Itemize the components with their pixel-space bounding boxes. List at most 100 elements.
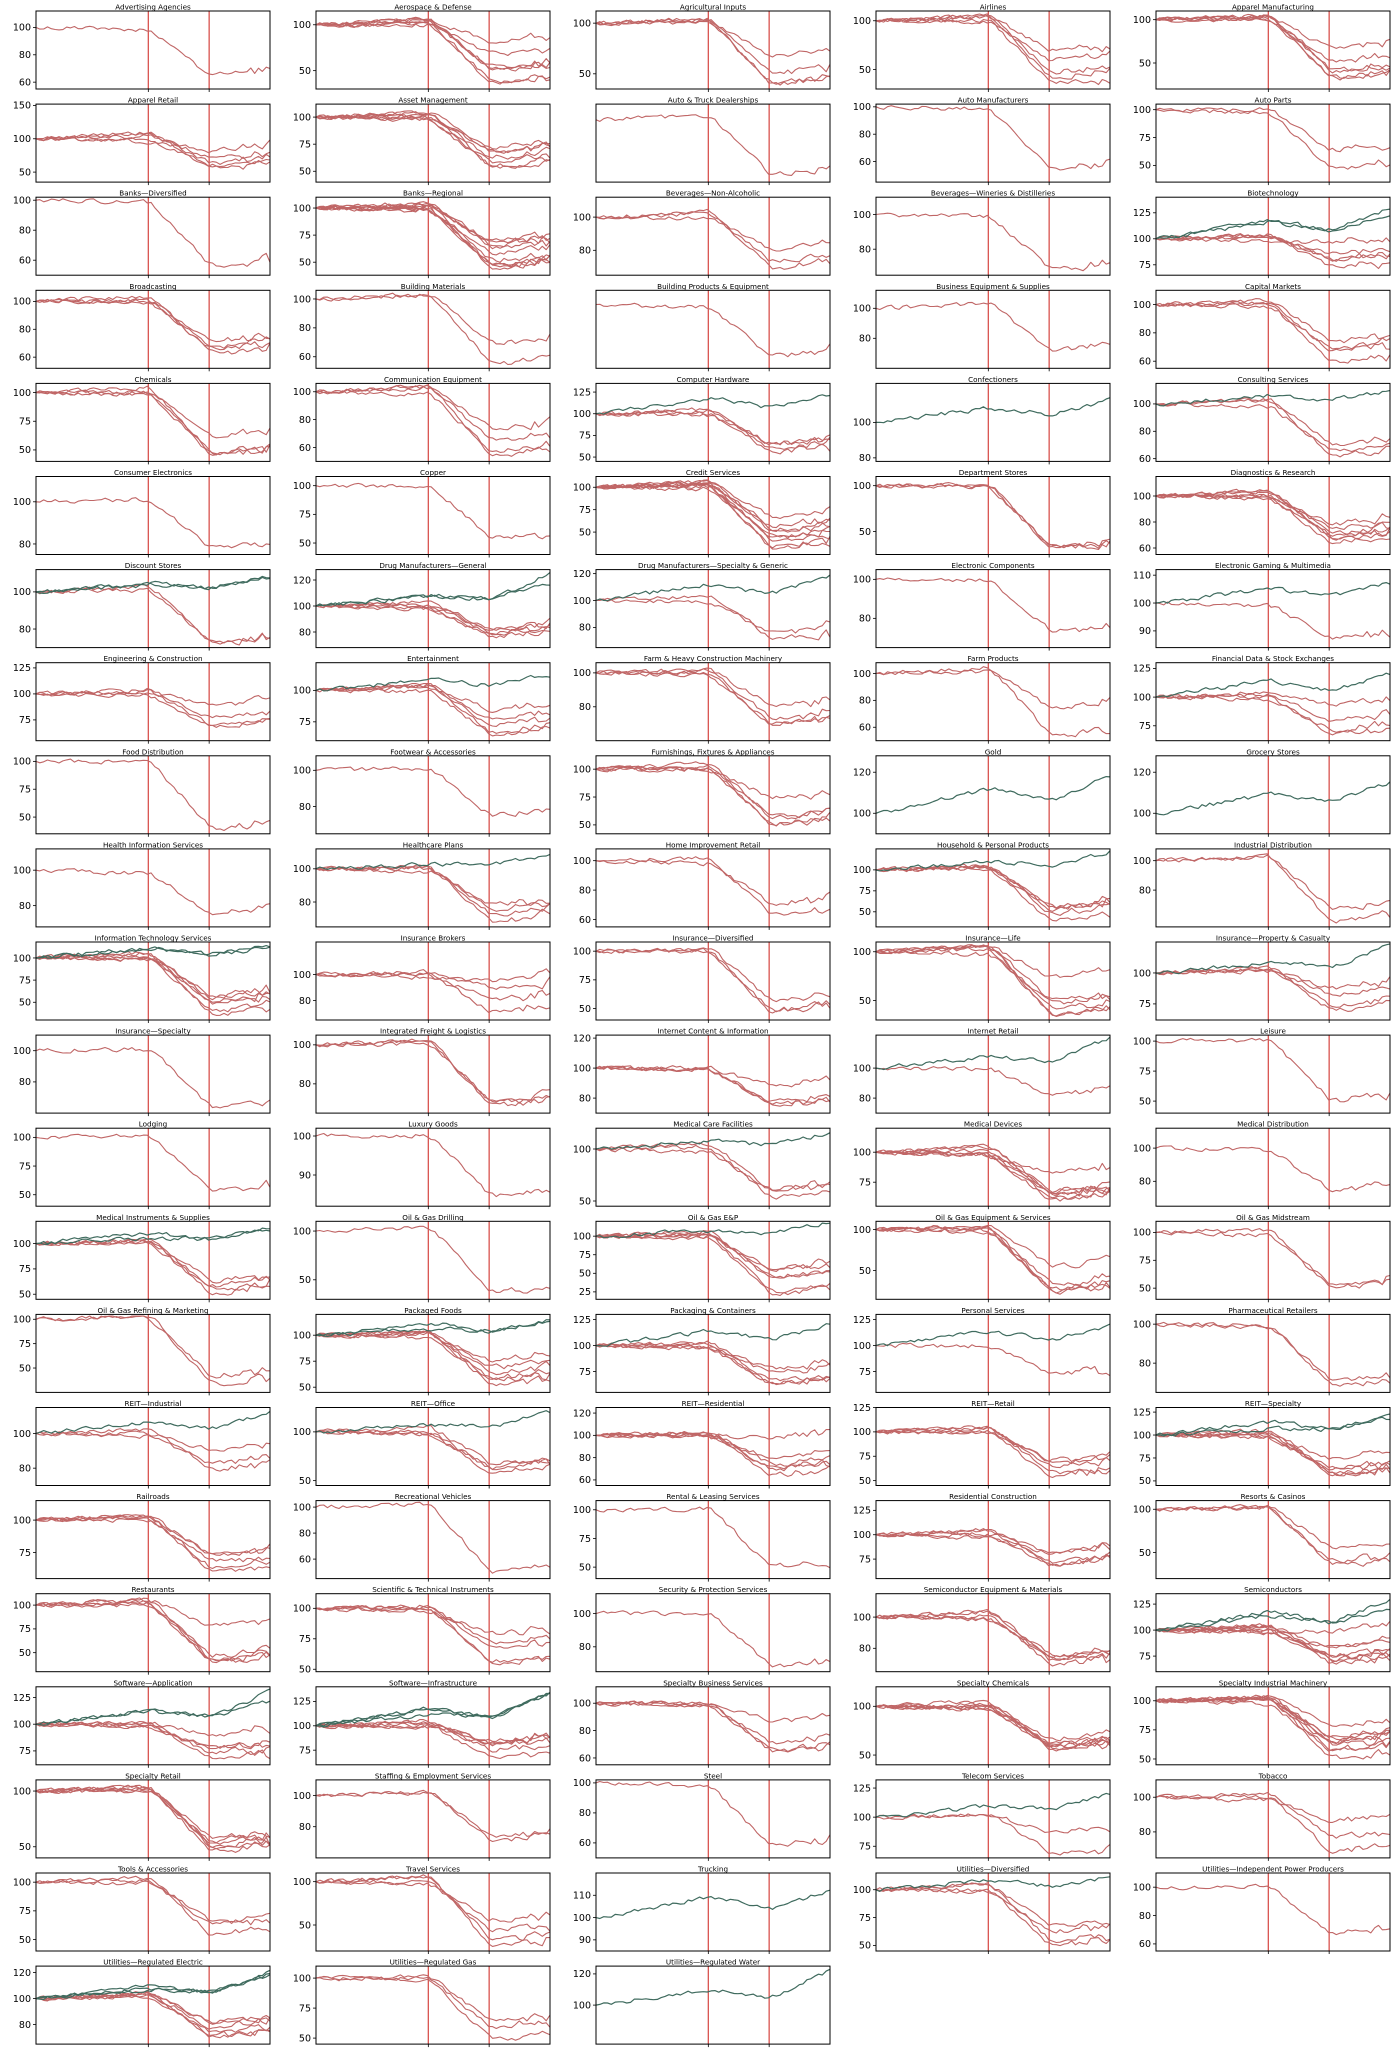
y-tick-label: 80 [1139,427,1151,438]
series-line-declining [315,206,551,268]
panel-title: Consumer Electronics [114,468,192,477]
panel-specialty-business-services: Specialty Business Services 60 80 100 [573,1678,831,1768]
y-tick-label: 100 [573,1144,591,1155]
y-tick-label: 120 [573,1969,591,1980]
series-line-declining [875,1531,1111,1554]
series-line-declining [595,19,831,86]
series-line-declining [875,1430,1111,1479]
panel-title: Banks—Regional [403,189,463,198]
panel-business-equipment-supplies: Business Equipment & Supplies 80 100 [853,282,1111,372]
y-tick-label: 120 [1133,768,1151,779]
series-line-declining [35,1315,271,1387]
series-line-declining [875,1614,1111,1667]
panel-title: Software—Application [113,1678,192,1687]
y-tick-label: 80 [579,623,591,634]
panel-frame [595,10,831,90]
y-tick-label: 100 [573,1231,591,1242]
y-tick-label: 80 [859,334,871,345]
series-line-declining [1155,1694,1391,1741]
series-line-rising [35,1972,271,2000]
panel-title: Apparel Retail [128,96,178,105]
series-line-declining [35,385,271,456]
series-line-rising [1155,215,1391,240]
series-line-declining [35,389,271,456]
y-tick-label: 100 [853,1427,871,1438]
panel-title: Farm & Heavy Construction Machinery [644,654,783,663]
panel-title: Aerospace & Defense [394,3,472,12]
panel-title: Software—Infrastructure [389,1678,478,1687]
panel-frame [315,1779,551,1859]
panel-lodging: Lodging 50 75 100 [13,1120,271,1210]
series-line-declining [595,482,831,533]
series-line-declining [315,683,551,727]
panel-frame [315,1872,551,1952]
series-line-declining [315,1332,551,1376]
series-line-declining [315,684,551,720]
series-line-declining [35,1315,270,1379]
panel-biotechnology: Biotechnology 75 100 125 [1133,189,1391,279]
panel-frame [875,10,1111,90]
panel-frame [35,1034,271,1114]
y-tick-label: 100 [573,1609,591,1620]
y-tick-label: 50 [859,65,871,76]
panel-electronic-gaming-multimedia: Electronic Gaming & Multimedia 90 100 110 [1133,561,1391,651]
panel-frame [875,1872,1111,1952]
series-line-declining [315,1974,551,2030]
series-line-declining [595,208,831,270]
panel-credit-services: Credit Services 50 75 100 [573,468,831,558]
y-tick-label: 100 [573,1913,591,1924]
series-line-declining [595,1232,831,1272]
y-tick-label: 75 [859,1554,871,1565]
y-tick-label: 60 [19,256,31,267]
y-tick-label: 75 [859,1842,871,1853]
series-line-declining [315,1721,551,1745]
panel-title: Building Products & Equipment [657,282,769,291]
y-tick-label: 60 [859,723,871,734]
series-line-declining [1155,1432,1391,1460]
series-line-declining [315,1976,551,2041]
series-line-declining [35,1601,271,1658]
panel-frame [875,755,1111,835]
y-tick-label: 100 [13,1515,31,1526]
y-tick-label: 75 [299,1634,311,1645]
panel-frame [595,662,831,742]
y-tick-label: 100 [573,1778,591,1789]
y-tick-label: 75 [19,715,31,726]
series-line-declining [35,687,271,719]
series-line-declining [35,1877,271,1925]
y-tick-label: 60 [1139,454,1151,465]
y-tick-label: 100 [13,388,31,399]
series-line-declining [875,1615,1111,1661]
panel-title: Industrial Distribution [1234,840,1312,849]
y-tick-label: 125 [853,1403,871,1414]
series-line-declining [35,1787,271,1850]
panel-frame [595,196,831,276]
series-line-declining [875,1699,1111,1748]
series-line-declining [875,1701,1111,1751]
y-tick-label: 50 [299,1275,311,1286]
y-tick-label: 90 [579,1935,591,1946]
series-line-declining [35,1720,271,1756]
series-line-rising [1155,1416,1391,1437]
series-line-declining [1155,298,1391,344]
y-tick-label: 100 [573,409,591,420]
series-line-declining [35,691,271,706]
panel-internet-retail: Internet Retail 80 100 [853,1027,1111,1117]
panel-medical-devices: Medical Devices 75 100 [853,1120,1111,1210]
y-tick-label: 100 [13,196,31,207]
series-line-declining [595,114,831,176]
panel-discount-stores: Discount Stores 80 100 [13,561,271,651]
series-line-declining [315,20,551,70]
y-tick-label: 100 [573,18,591,29]
panel-title: Oil & Gas Refining & Marketing [97,1306,208,1315]
series-line-declining [595,1342,831,1385]
y-tick-label: 100 [293,294,311,305]
panel-frame [35,662,271,742]
series-line-declining [35,583,271,646]
y-tick-label: 75 [299,1745,311,1756]
series-line-declining [35,1431,271,1464]
panel-health-information-services: Health Information Services 80 100 [13,840,271,930]
series-line-rising [35,1227,271,1246]
panel-title: Capital Markets [1245,282,1301,291]
y-tick-label: 100 [293,1877,311,1888]
